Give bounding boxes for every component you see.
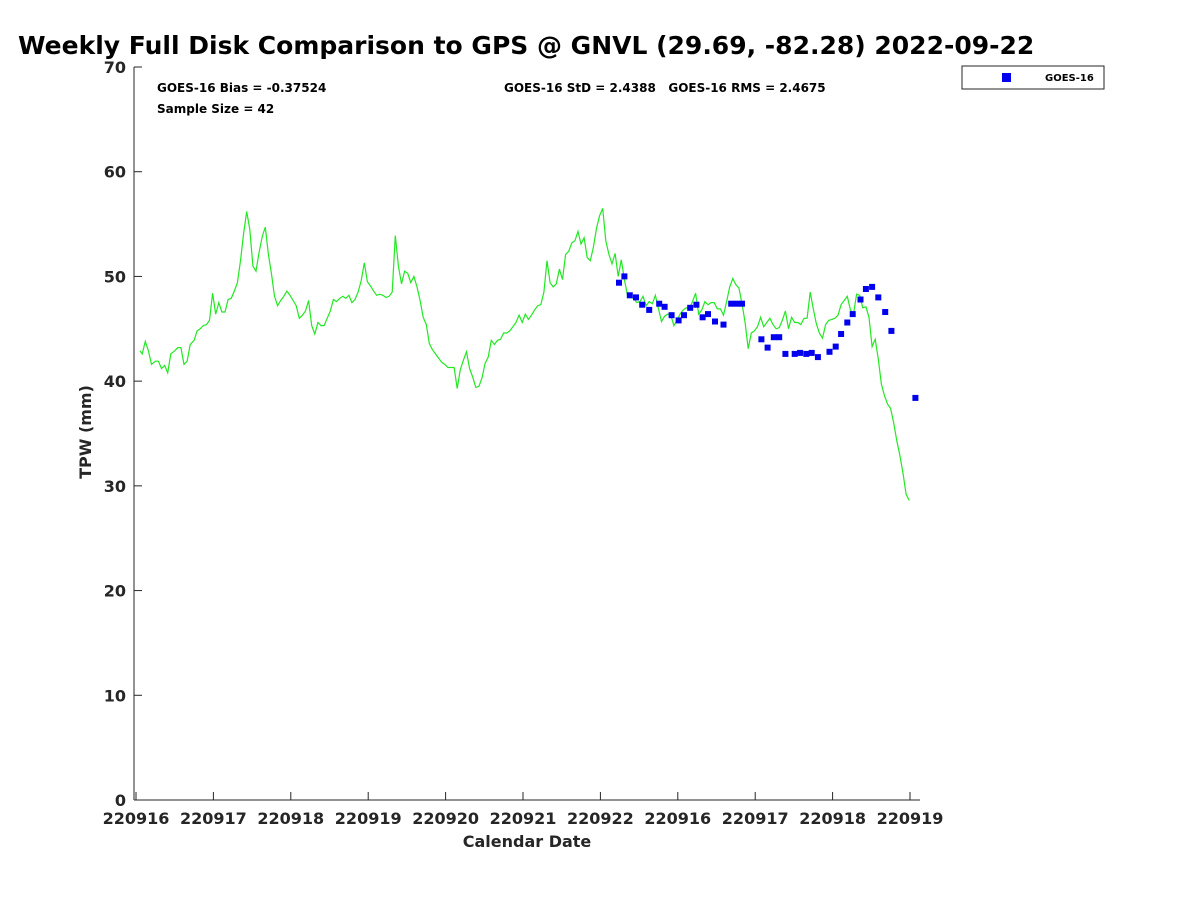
data-point-goes16 [797, 349, 804, 356]
y-tick-label: 40 [104, 372, 126, 391]
x-axis-label: Calendar Date [463, 832, 592, 851]
data-point-goes16 [621, 273, 628, 280]
data-point-goes16 [862, 286, 869, 292]
axes [133, 67, 920, 801]
x-ticks: 220916 220917 220918 220919 220920 220921 2209… [103, 792, 944, 828]
data-point-goes16 [646, 306, 653, 313]
data-point-goes16 [826, 348, 833, 355]
data-point-goes16 [912, 394, 919, 401]
data-point-goes16 [770, 334, 777, 341]
data-point-goes16 [616, 279, 622, 286]
y-tick-label: 20 [104, 582, 126, 601]
data-point-goes16 [699, 314, 706, 321]
x-tick-label: 220918 [799, 809, 866, 828]
chart-title: Weekly Full Disk Comparison to GPS @ GNV… [18, 31, 1034, 60]
data-point-goes16 [758, 336, 765, 343]
data-point-goes16 [857, 296, 864, 303]
y-axis-label: TPW (mm) [76, 385, 95, 479]
legend-box [961, 65, 1105, 90]
stat-bias: GOES-16 Bias = -0.37524 [157, 81, 326, 95]
data-point-goes16 [764, 344, 771, 351]
data-point-goes16 [633, 294, 639, 301]
series-line-gps [139, 208, 910, 501]
y-tick-label: 0 [115, 791, 126, 810]
data-point-goes16 [626, 292, 633, 299]
series-goes16-points [616, 273, 919, 401]
y-tick-label: 70 [104, 58, 126, 77]
data-point-goes16 [675, 317, 682, 324]
y-ticks: 0 10 20 30 40 50 60 70 [104, 58, 142, 810]
data-point-goes16 [849, 311, 856, 318]
data-point-goes16 [869, 283, 876, 290]
data-point-goes16 [681, 312, 687, 319]
x-tick-label: 220916 [103, 809, 170, 828]
y-tick-label: 50 [104, 267, 126, 286]
y-tick-label: 60 [104, 163, 126, 182]
data-point-goes16 [814, 354, 821, 361]
data-point-goes16 [808, 349, 815, 356]
x-tick-label: 220919 [335, 809, 402, 828]
x-tick-label: 220921 [490, 809, 557, 828]
data-point-goes16 [705, 311, 711, 318]
x-tick-label: 220917 [180, 809, 247, 828]
legend-label: GOES-16 [1045, 73, 1094, 84]
y-tick-label: 10 [104, 686, 126, 705]
data-point-goes16 [693, 301, 700, 308]
x-tick-label: 220916 [644, 809, 711, 828]
plot-area [139, 208, 919, 501]
x-tick-label: 220918 [257, 809, 324, 828]
stat-std-rms: GOES-16 StD = 2.4388 GOES-16 RMS = 2.467… [504, 81, 826, 95]
stat-sample-size: Sample Size = 42 [157, 102, 274, 116]
data-point-goes16 [639, 301, 646, 308]
x-tick-label: 220919 [877, 809, 944, 828]
data-point-goes16 [712, 318, 718, 325]
x-tick-label: 220917 [722, 809, 789, 828]
legend-marker-goes16 [1002, 73, 1011, 82]
data-point-goes16 [687, 304, 694, 311]
data-point-goes16 [882, 309, 889, 315]
x-tick-label: 220920 [412, 809, 479, 828]
data-point-goes16 [668, 312, 675, 319]
data-point-goes16 [661, 303, 668, 310]
data-point-goes16 [838, 331, 845, 337]
x-tick-label: 220922 [567, 809, 634, 828]
data-point-goes16 [844, 319, 851, 326]
data-point-goes16 [875, 294, 882, 301]
data-point-goes16 [656, 300, 663, 307]
data-point-goes16 [803, 350, 810, 357]
data-point-goes16 [888, 327, 895, 334]
data-point-goes16 [832, 343, 839, 350]
data-point-goes16 [720, 321, 727, 328]
legend: GOES-16 [961, 65, 1105, 90]
data-point-goes16 [733, 300, 740, 307]
y-tick-label: 30 [104, 477, 126, 496]
data-point-goes16 [791, 350, 798, 357]
data-point-goes16 [728, 300, 735, 307]
data-point-goes16 [739, 300, 745, 307]
data-point-goes16 [776, 334, 783, 341]
data-point-goes16 [782, 350, 789, 357]
